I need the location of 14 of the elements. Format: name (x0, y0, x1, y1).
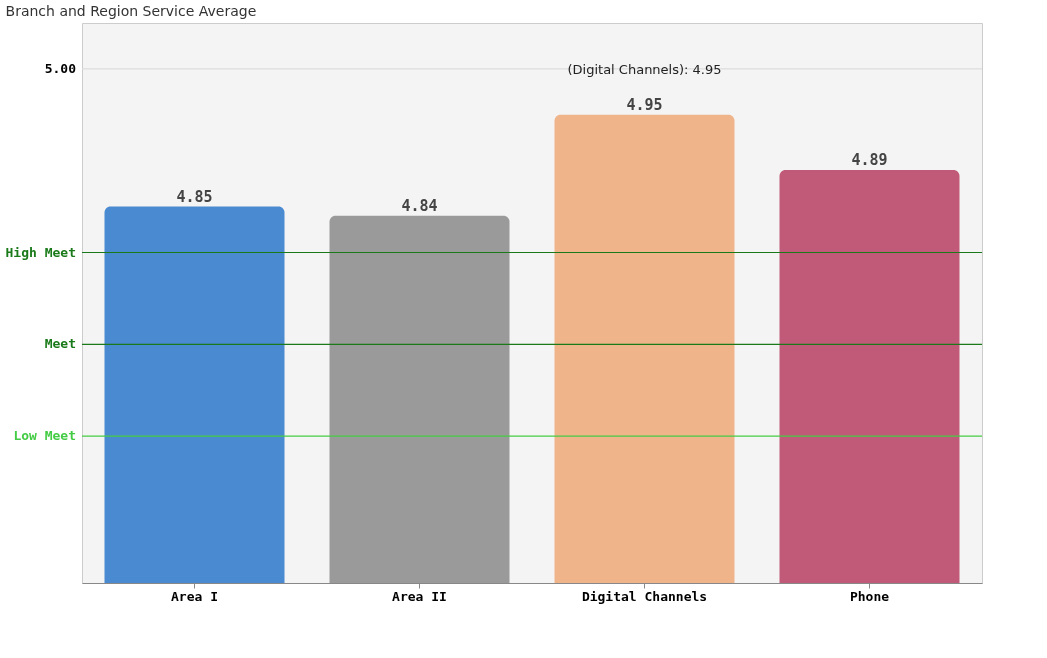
data-label: 4.89 (851, 150, 888, 169)
x-tick-label: Digital Channels (581, 588, 708, 604)
ref-line-label: Low Meet (13, 428, 76, 444)
ref-line-label: 5.00 (44, 60, 77, 76)
chart-title: Branch and Region Service Average (5, 3, 257, 19)
ref-line-label: Meet (44, 336, 76, 352)
annotation: (Digital Channels): 4.95 (567, 61, 722, 77)
data-label: 4.85 (176, 187, 213, 206)
x-tick-label: Area II (392, 588, 447, 604)
ref-line-label: High Meet (5, 244, 76, 260)
data-label: 4.84 (401, 196, 438, 215)
x-tick-label: Phone (849, 588, 890, 604)
x-tick-label: Area I (171, 588, 218, 604)
data-label: 4.95 (626, 95, 663, 114)
